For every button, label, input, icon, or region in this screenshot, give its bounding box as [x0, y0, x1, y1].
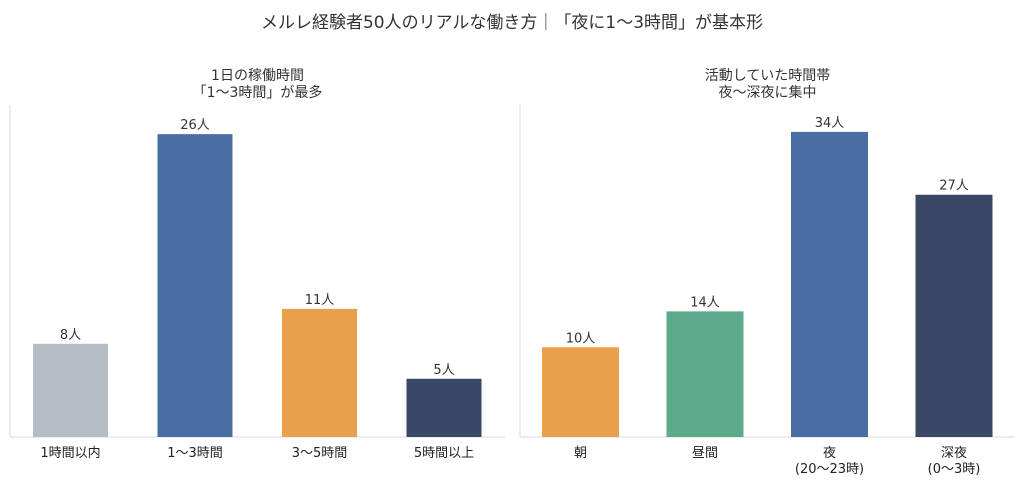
- chart-2-tick-label-2-1: 昼間: [692, 446, 718, 461]
- chart-2-tick-label-3-2: (20〜23時): [795, 462, 864, 477]
- chart-2-bar-3: [791, 131, 868, 437]
- chart-1-bar-4: [406, 378, 482, 437]
- chart-1-bar-3: [282, 308, 357, 437]
- chart-2-tick-label-4-2: (0〜3時): [928, 462, 981, 477]
- chart-2-value-label-4: 27人: [939, 179, 969, 194]
- chart-2-value-label-3: 34人: [815, 116, 845, 131]
- chart-1-tick-label-2-1: 1〜3時間: [167, 446, 223, 461]
- chart-1-title-line-1: 1日の稼働時間: [211, 68, 304, 84]
- chart-2-tick-label-3-1: 夜: [823, 446, 836, 461]
- chart-1-bar-2: [157, 134, 233, 437]
- chart-2-bar-4: [915, 194, 993, 437]
- chart-2-tick-label-4-1: 深夜: [941, 446, 967, 461]
- chart-2-bar-1: [542, 347, 619, 437]
- chart-2-tick-label-1-1: 朝: [574, 446, 587, 461]
- chart-1-tick-label-4-1: 5時間以上: [414, 446, 474, 461]
- chart-1-value-label-1: 8人: [60, 328, 81, 343]
- chart-2-value-label-2: 14人: [690, 295, 720, 310]
- chart-2-title-line-2: 夜〜深夜に集中: [719, 84, 817, 101]
- chart-1-value-label-2: 26人: [180, 118, 210, 133]
- figure-title: メルレ経験者50人のリアルな働き方｜「夜に1〜3時間」が基本形: [260, 13, 764, 33]
- chart-1-value-label-3: 11人: [305, 293, 335, 308]
- chart-2-bar-2: [666, 311, 744, 437]
- chart-2-title-line-1: 活動していた時間帯: [705, 68, 831, 84]
- chart-1-bar-1: [33, 343, 108, 437]
- chart-1-tick-label-1-1: 1時間以内: [40, 445, 100, 461]
- chart-1-tick-label-3-1: 3〜5時間: [292, 446, 348, 461]
- chart-1-value-label-4: 5人: [433, 363, 454, 378]
- chart-2-value-label-1: 10人: [566, 331, 596, 346]
- chart-1-title-line-2: 「1〜3時間」が最多: [193, 84, 323, 101]
